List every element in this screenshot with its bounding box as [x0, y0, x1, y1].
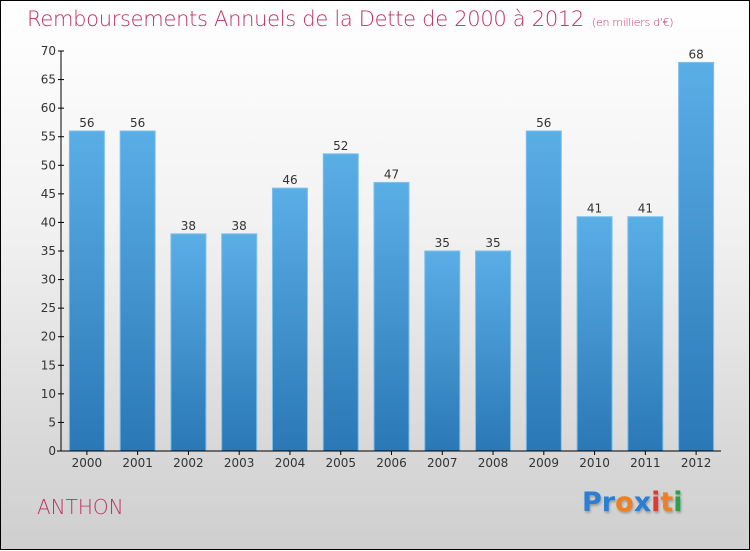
y-tick-label-5: 5 [48, 415, 56, 429]
y-tick-label-0: 0 [48, 444, 56, 458]
bar-2006 [373, 181, 410, 452]
logo-letter: o [615, 487, 634, 518]
x-tick-label-2008: 2008 [478, 456, 509, 470]
x-tick-label-2011: 2011 [630, 456, 661, 470]
value-label-2008: 35 [485, 236, 500, 250]
y-tick-label-40: 40 [41, 215, 56, 229]
logo-letter: x [633, 487, 652, 518]
x-tick-label-2007: 2007 [427, 456, 458, 470]
value-label-2004: 46 [282, 173, 297, 187]
y-tick-label-65: 65 [41, 73, 56, 87]
x-tick-label-2012: 2012 [681, 456, 712, 470]
bar-2005 [322, 153, 359, 452]
y-tick-label-35: 35 [41, 244, 56, 258]
title-unit: (en milliers d'€) [592, 16, 674, 29]
bar-2009 [525, 130, 562, 452]
x-tick-label-2003: 2003 [224, 456, 255, 470]
y-tick-label-55: 55 [41, 130, 56, 144]
logo-letter: r [601, 487, 616, 518]
x-tick-label-2000: 2000 [72, 456, 103, 470]
x-tick-label-2002: 2002 [173, 456, 204, 470]
commune-name: ANTHON [37, 495, 124, 519]
value-label-2010: 41 [587, 202, 602, 216]
axes-group: 2000 2001 2002 2003 2004 2005 2006 2007 2008 2009… [41, 44, 721, 470]
bar-2000 [68, 130, 105, 452]
bar-2004 [271, 187, 308, 452]
value-label-2005: 52 [333, 139, 348, 153]
value-label-2006: 47 [384, 167, 399, 181]
value-label-2009: 56 [536, 116, 551, 130]
y-tick-label-20: 20 [41, 330, 56, 344]
bar-2001 [119, 130, 156, 452]
y-tick-label-60: 60 [41, 101, 56, 115]
value-label-2012: 68 [688, 47, 703, 61]
x-tick-label-2004: 2004 [275, 456, 306, 470]
bar-2010 [576, 216, 613, 452]
y-tick-label-70: 70 [41, 44, 56, 58]
chart-title: Remboursements Annuels de la Dette de 20… [27, 7, 673, 31]
bar-2011 [627, 216, 664, 452]
y-tick-label-25: 25 [41, 301, 56, 315]
value-label-2003: 38 [232, 219, 247, 233]
x-tick-label-2010: 2010 [579, 456, 610, 470]
x-tick-label-2006: 2006 [376, 456, 407, 470]
value-label-2000: 56 [79, 116, 94, 130]
value-label-2007: 35 [435, 236, 450, 250]
proxiti-logo[interactable]: Proxiti [582, 487, 683, 518]
bar-2007 [424, 250, 461, 452]
bar-2012 [678, 61, 715, 452]
logo-letter: t [660, 487, 674, 518]
y-tick-label-15: 15 [41, 358, 56, 372]
x-tick-label-2005: 2005 [325, 456, 356, 470]
x-tick-label-2001: 2001 [122, 456, 153, 470]
title-text: Remboursements Annuels de la Dette de 20… [27, 7, 584, 31]
bar-2008 [475, 250, 512, 452]
value-label-2001: 56 [130, 116, 145, 130]
y-tick-label-45: 45 [41, 187, 56, 201]
value-label-2011: 41 [638, 202, 653, 216]
logo-letter: i [651, 487, 661, 518]
logo-letter: P [582, 487, 602, 518]
logo-letter: i [673, 487, 683, 518]
y-tick-label-50: 50 [41, 158, 56, 172]
bars-group: 56 56 38 38 46 52 47 35 35 56 41 41 68 [68, 47, 715, 452]
y-tick-label-30: 30 [41, 273, 56, 287]
y-tick-label-10: 10 [41, 387, 56, 401]
bar-2003 [221, 233, 258, 452]
value-label-2002: 38 [181, 219, 196, 233]
x-tick-label-2009: 2009 [529, 456, 560, 470]
bar-2002 [170, 233, 207, 452]
